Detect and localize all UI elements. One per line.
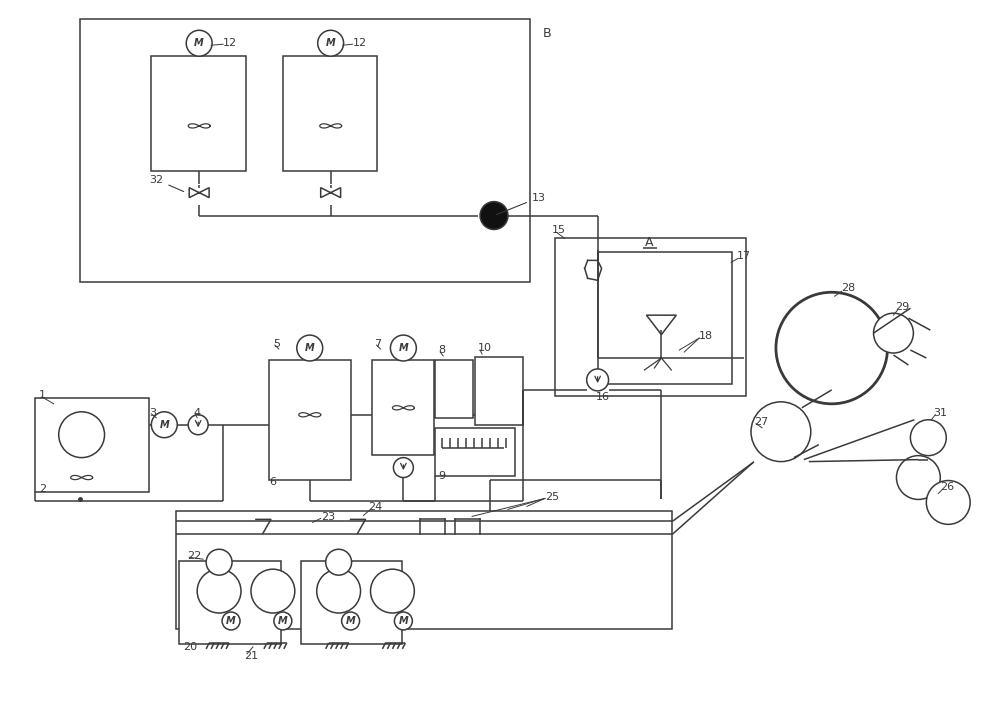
- Text: M: M: [194, 38, 204, 48]
- Text: 21: 21: [244, 651, 258, 661]
- Circle shape: [394, 612, 412, 630]
- Text: 8: 8: [438, 345, 445, 355]
- Circle shape: [59, 412, 105, 457]
- Text: 2: 2: [39, 485, 46, 495]
- Circle shape: [874, 313, 913, 353]
- Text: 7: 7: [374, 339, 382, 349]
- Circle shape: [251, 569, 295, 613]
- Bar: [372, 360, 434, 455]
- Text: 13: 13: [497, 193, 546, 214]
- Circle shape: [371, 569, 414, 613]
- Bar: [283, 56, 377, 171]
- Text: 18: 18: [699, 331, 713, 341]
- Polygon shape: [646, 315, 676, 335]
- Polygon shape: [321, 188, 341, 198]
- Circle shape: [342, 612, 360, 630]
- Text: A: A: [644, 236, 653, 249]
- Text: 12: 12: [223, 38, 237, 48]
- Text: 27: 27: [754, 417, 768, 427]
- Bar: [301, 561, 402, 644]
- Text: 20: 20: [183, 642, 197, 652]
- Bar: [151, 56, 246, 171]
- Bar: [598, 252, 732, 384]
- Bar: [435, 428, 515, 475]
- Circle shape: [274, 612, 292, 630]
- Bar: [35, 398, 149, 493]
- Text: 28: 28: [841, 283, 855, 293]
- Circle shape: [926, 480, 970, 524]
- Text: M: M: [399, 616, 408, 626]
- Text: 24: 24: [369, 503, 383, 513]
- Text: 23: 23: [321, 513, 335, 523]
- Text: 31: 31: [933, 408, 947, 418]
- Bar: [555, 239, 746, 396]
- Text: 26: 26: [940, 483, 954, 493]
- Circle shape: [587, 369, 609, 391]
- Circle shape: [206, 549, 232, 575]
- Circle shape: [222, 612, 240, 630]
- Polygon shape: [189, 188, 209, 198]
- Bar: [269, 360, 351, 480]
- Circle shape: [390, 335, 416, 361]
- Circle shape: [151, 412, 177, 437]
- Text: 22: 22: [187, 551, 201, 561]
- Text: 1: 1: [39, 390, 46, 400]
- Circle shape: [326, 549, 352, 575]
- Text: 6: 6: [269, 477, 276, 487]
- Text: M: M: [226, 616, 236, 626]
- Circle shape: [188, 414, 208, 435]
- Text: 29: 29: [895, 302, 910, 312]
- Circle shape: [297, 335, 323, 361]
- Circle shape: [896, 455, 940, 500]
- Text: 17: 17: [737, 252, 751, 262]
- Circle shape: [910, 419, 946, 455]
- Bar: [475, 357, 523, 424]
- Text: 10: 10: [478, 343, 492, 353]
- Text: 32: 32: [149, 175, 184, 191]
- Text: M: M: [346, 616, 355, 626]
- Text: 16: 16: [596, 392, 610, 402]
- Text: 9: 9: [438, 470, 445, 480]
- Text: 5: 5: [273, 339, 280, 349]
- Bar: [179, 561, 281, 644]
- Bar: [176, 511, 672, 629]
- Text: M: M: [278, 616, 288, 626]
- Text: 25: 25: [545, 493, 559, 503]
- Text: 3: 3: [149, 408, 156, 418]
- Circle shape: [776, 293, 887, 404]
- Circle shape: [751, 402, 811, 462]
- Circle shape: [393, 457, 413, 478]
- Text: 12: 12: [353, 38, 367, 48]
- Text: M: M: [326, 38, 336, 48]
- Bar: [80, 19, 530, 282]
- Text: 4: 4: [193, 408, 200, 418]
- Circle shape: [318, 30, 344, 56]
- Text: M: M: [159, 419, 169, 429]
- Text: M: M: [305, 343, 315, 353]
- Text: 15: 15: [552, 226, 566, 235]
- Text: B: B: [543, 27, 551, 39]
- Circle shape: [186, 30, 212, 56]
- Bar: [435, 360, 473, 418]
- Text: M: M: [399, 343, 408, 353]
- Circle shape: [317, 569, 361, 613]
- Circle shape: [480, 201, 508, 229]
- Circle shape: [197, 569, 241, 613]
